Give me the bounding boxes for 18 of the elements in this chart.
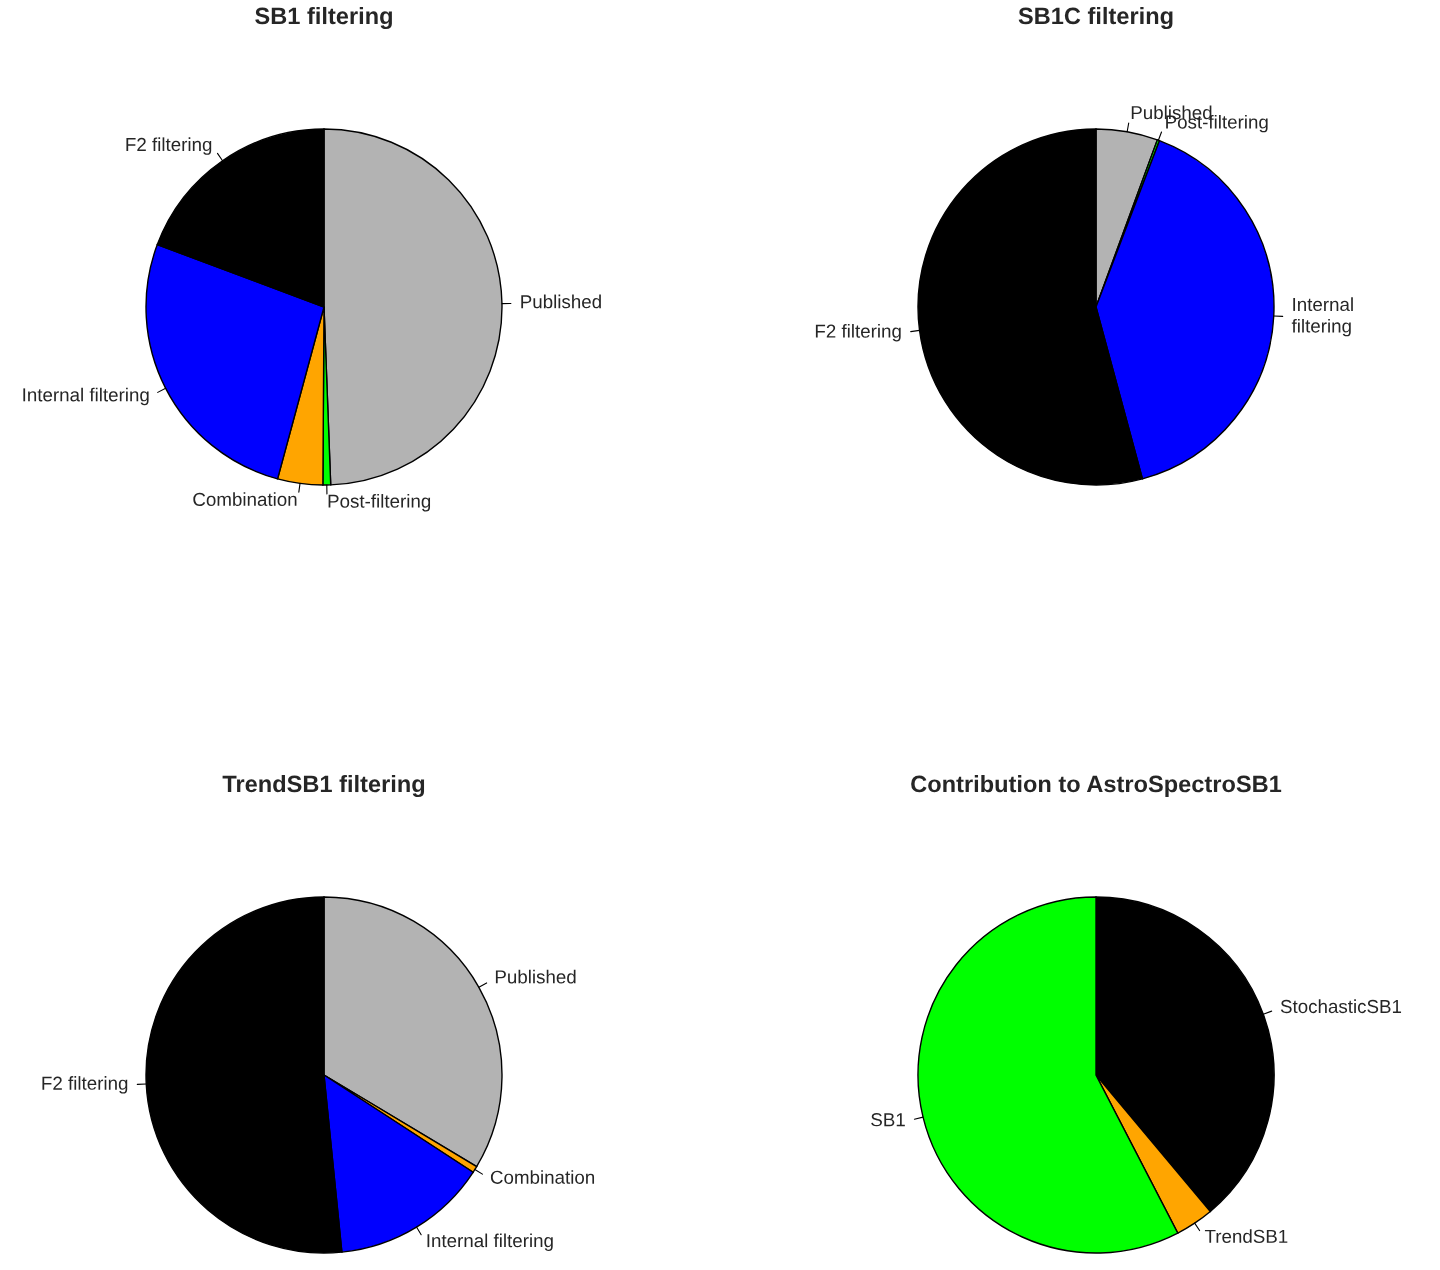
slice-label: F2 filtering — [815, 324, 901, 342]
slice-label: F2 filtering — [42, 1076, 128, 1094]
slice-label: Internal filtering — [23, 387, 149, 406]
slice-label: Combination — [490, 1170, 595, 1184]
slice-label: F2 filtering — [126, 137, 212, 155]
chart-title: Contribution to AstroSpectroSB1 — [911, 774, 1282, 798]
chart-title: TrendSB1 filtering — [222, 774, 425, 798]
slice-label: Published — [521, 294, 601, 309]
slice-label: StochasticSB1 — [1280, 999, 1402, 1014]
slice-label: Internal filtering — [427, 1233, 553, 1252]
slice-label: Post-filtering — [328, 494, 431, 512]
slice-label: Published — [495, 969, 576, 984]
slice-label: Internal filtering — [1291, 297, 1353, 337]
chart-title: SB1 filtering — [255, 6, 392, 30]
slice-label: Combination — [193, 492, 297, 507]
slice-label: TrendSB1 — [1204, 1229, 1288, 1244]
chart-title: SB1C filtering — [1018, 6, 1173, 30]
slice-label: SB1 — [871, 1113, 905, 1127]
